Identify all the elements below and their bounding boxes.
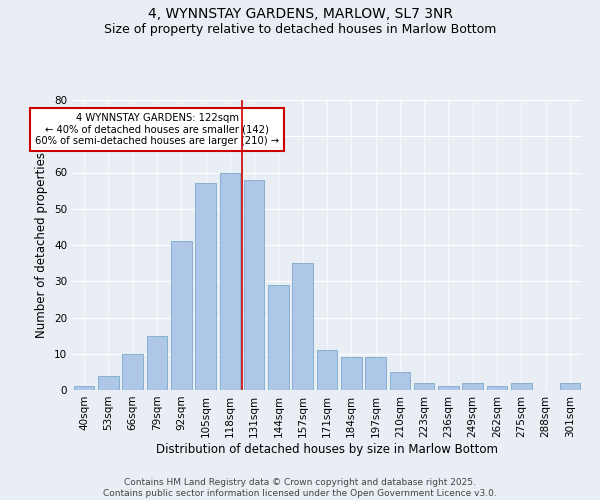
Bar [74, 386, 94, 390]
Bar [171, 242, 191, 390]
Bar [365, 358, 386, 390]
Y-axis label: Number of detached properties: Number of detached properties [35, 152, 49, 338]
Bar [487, 386, 508, 390]
Bar [122, 354, 143, 390]
Text: Contains HM Land Registry data © Crown copyright and database right 2025.
Contai: Contains HM Land Registry data © Crown c… [103, 478, 497, 498]
Bar [317, 350, 337, 390]
Text: Size of property relative to detached houses in Marlow Bottom: Size of property relative to detached ho… [104, 22, 496, 36]
Bar [463, 383, 483, 390]
Bar [195, 184, 216, 390]
Bar [511, 383, 532, 390]
Bar [560, 383, 580, 390]
Bar [220, 172, 240, 390]
Bar [268, 285, 289, 390]
Bar [414, 383, 434, 390]
Bar [341, 358, 362, 390]
Text: 4 WYNNSTAY GARDENS: 122sqm
← 40% of detached houses are smaller (142)
60% of sem: 4 WYNNSTAY GARDENS: 122sqm ← 40% of deta… [35, 112, 279, 146]
Bar [146, 336, 167, 390]
Text: 4, WYNNSTAY GARDENS, MARLOW, SL7 3NR: 4, WYNNSTAY GARDENS, MARLOW, SL7 3NR [148, 8, 452, 22]
Bar [389, 372, 410, 390]
Bar [244, 180, 265, 390]
Bar [438, 386, 459, 390]
Bar [292, 263, 313, 390]
X-axis label: Distribution of detached houses by size in Marlow Bottom: Distribution of detached houses by size … [156, 442, 498, 456]
Bar [98, 376, 119, 390]
